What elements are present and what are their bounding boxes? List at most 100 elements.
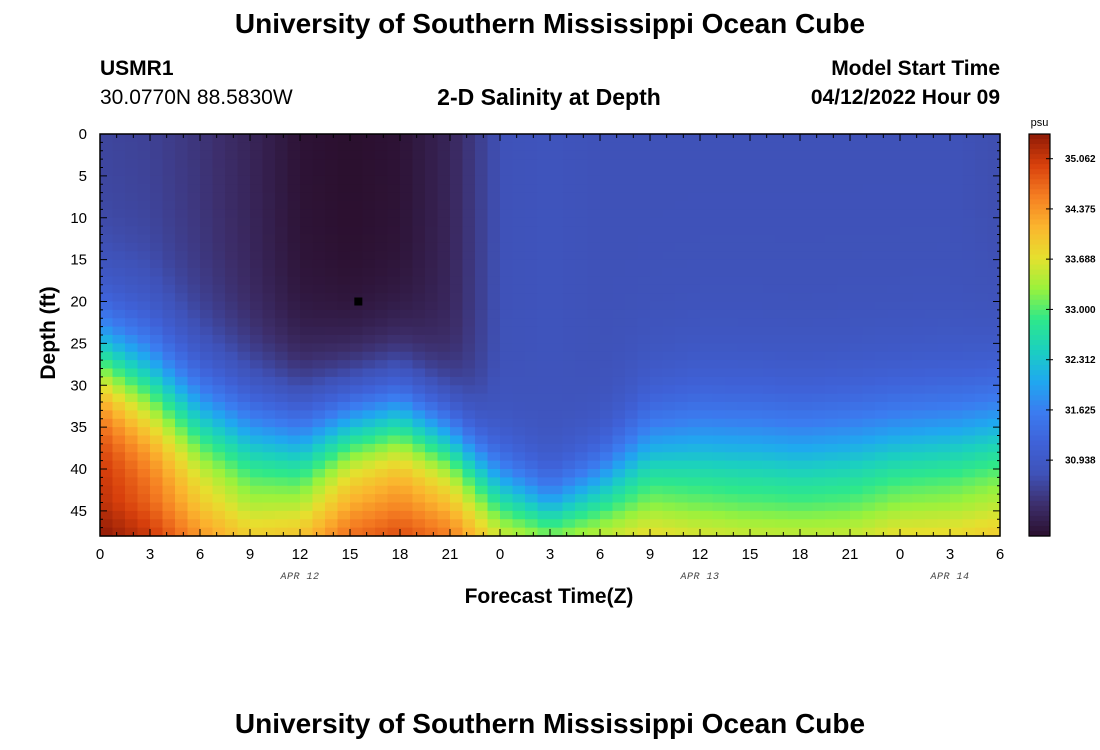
heatmap-cell <box>287 150 301 160</box>
heatmap-cell <box>712 242 726 252</box>
heatmap-cell <box>587 326 601 336</box>
heatmap-cell <box>687 167 701 177</box>
heatmap-cell <box>212 259 226 269</box>
heatmap-cell <box>225 251 239 261</box>
y-tick-label: 5 <box>79 168 87 185</box>
colorbar-segment <box>1029 249 1050 256</box>
heatmap-cell <box>637 385 651 395</box>
heatmap-cell <box>475 418 489 428</box>
heatmap-cell <box>325 184 339 194</box>
heatmap-cell <box>250 360 264 370</box>
heatmap-cell <box>650 485 664 495</box>
heatmap-cell <box>662 410 676 420</box>
heatmap-cell <box>662 452 676 462</box>
heatmap-cell <box>862 385 876 395</box>
heatmap-cell <box>112 485 126 495</box>
heatmap-cell <box>437 293 451 303</box>
heatmap-cell <box>462 268 476 277</box>
heatmap-cell <box>600 519 614 529</box>
heatmap-cell <box>950 318 964 328</box>
heatmap-cell <box>150 477 164 487</box>
heatmap-cell <box>137 494 151 504</box>
heatmap-cell <box>962 368 976 378</box>
heatmap-cell <box>362 335 376 344</box>
heatmap-cell <box>550 360 564 370</box>
heatmap-cell <box>262 485 276 495</box>
heatmap-cell <box>962 485 976 495</box>
colorbar-tick-label: 33.000 <box>1065 305 1096 316</box>
heatmap-cell <box>650 284 664 294</box>
heatmap-cell <box>862 510 876 520</box>
heatmap-cell <box>912 301 926 311</box>
heatmap-cell <box>862 402 876 411</box>
heatmap-cell <box>125 134 139 143</box>
heatmap-cell <box>562 335 576 344</box>
heatmap-cell <box>912 318 926 328</box>
heatmap-cell <box>687 410 701 420</box>
y-axis-label: Depth (ft) <box>37 286 60 380</box>
heatmap-cell <box>525 309 539 319</box>
heatmap-cell <box>425 452 439 462</box>
heatmap-cell <box>925 175 939 185</box>
heatmap-cell <box>825 142 839 152</box>
heatmap-cell <box>537 318 551 328</box>
heatmap-cell <box>437 385 451 395</box>
heatmap-cell <box>300 469 314 478</box>
heatmap-cell <box>987 477 1001 487</box>
heatmap-cell <box>650 418 664 428</box>
heatmap-cell <box>812 259 826 269</box>
heatmap-cell <box>275 343 289 353</box>
heatmap-cell <box>325 477 339 487</box>
heatmap-cell <box>712 427 726 437</box>
heatmap-cell <box>275 335 289 344</box>
heatmap-cell <box>737 469 751 478</box>
heatmap-cell <box>137 477 151 487</box>
heatmap-cell <box>400 510 414 520</box>
heatmap-cell <box>312 376 326 386</box>
heatmap-cell <box>725 175 739 185</box>
colorbar-segment <box>1029 485 1050 492</box>
heatmap-cell <box>312 284 326 294</box>
colorbar-segment <box>1029 304 1050 311</box>
heatmap-cell <box>512 167 526 177</box>
heatmap-cell <box>950 435 964 445</box>
heatmap-cell <box>362 527 376 537</box>
heatmap-cell <box>775 242 789 252</box>
heatmap-cell <box>112 159 126 169</box>
heatmap-cell <box>250 494 264 504</box>
heatmap-cell <box>175 184 189 194</box>
heatmap-cell <box>775 393 789 403</box>
heatmap-cell <box>850 192 864 202</box>
heatmap-cell <box>987 159 1001 169</box>
heatmap-cell <box>825 376 839 386</box>
heatmap-cell <box>800 343 814 353</box>
heatmap-cell <box>200 309 214 319</box>
heatmap-cell <box>412 209 426 219</box>
heatmap-cell <box>287 234 301 244</box>
heatmap-cell <box>975 502 989 512</box>
heatmap-cell <box>200 134 214 143</box>
heatmap-cell <box>162 385 176 395</box>
heatmap-cell <box>950 519 964 529</box>
heatmap-cell <box>875 167 889 177</box>
heatmap-cell <box>400 360 414 370</box>
colorbar-segment <box>1029 360 1050 366</box>
heatmap-cell <box>925 318 939 328</box>
heatmap-cell <box>112 393 126 403</box>
heatmap-cell <box>462 217 476 227</box>
heatmap-cell <box>712 251 726 261</box>
heatmap-cell <box>950 360 964 370</box>
heatmap-cell <box>475 251 489 261</box>
heatmap-cell <box>787 142 801 152</box>
heatmap-cell <box>975 201 989 210</box>
heatmap-cell <box>437 217 451 227</box>
heatmap-cell <box>975 418 989 428</box>
heatmap-cell <box>600 251 614 261</box>
heatmap-cell <box>525 268 539 277</box>
heatmap-cell <box>425 435 439 445</box>
heatmap-cell <box>175 494 189 504</box>
heatmap-cell <box>675 259 689 269</box>
heatmap-cell <box>525 293 539 303</box>
heatmap-cell <box>575 502 589 512</box>
heatmap-cell <box>587 159 601 169</box>
